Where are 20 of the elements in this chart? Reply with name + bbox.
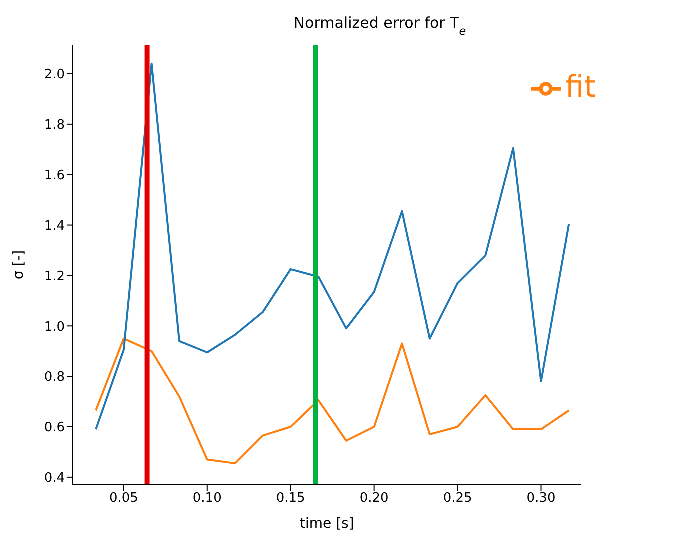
y-tick-label: 1.4: [44, 218, 65, 234]
legend-label: fit: [565, 70, 596, 105]
y-tick-label: 1.2: [44, 269, 65, 284]
y-tick-label: 1.8: [44, 118, 65, 134]
line-series: [95, 338, 570, 465]
y-tick-label: 0.8: [44, 370, 65, 386]
x-tick-label: 0.20: [360, 491, 389, 506]
y-tick-label: 2.0: [44, 68, 65, 83]
x-tick-label: 0.10: [192, 491, 222, 506]
y-tick-label: 1.6: [44, 168, 65, 184]
x-tick-label: 0.30: [526, 491, 556, 506]
x-tick-label: 0.15: [276, 491, 306, 506]
x-tick-label: 0.25: [443, 491, 472, 506]
y-axis-title: σ [-]: [10, 250, 27, 280]
y-tick-label: 0.4: [44, 471, 65, 486]
x-axis-title: time [s]: [300, 516, 354, 532]
chart-title: Normalized error for T$_{e}$: [294, 14, 466, 38]
y-tick-label: 0.6: [44, 420, 65, 436]
y-tick-label: 1.0: [44, 320, 65, 335]
x-tick-label: 0.05: [109, 491, 138, 506]
